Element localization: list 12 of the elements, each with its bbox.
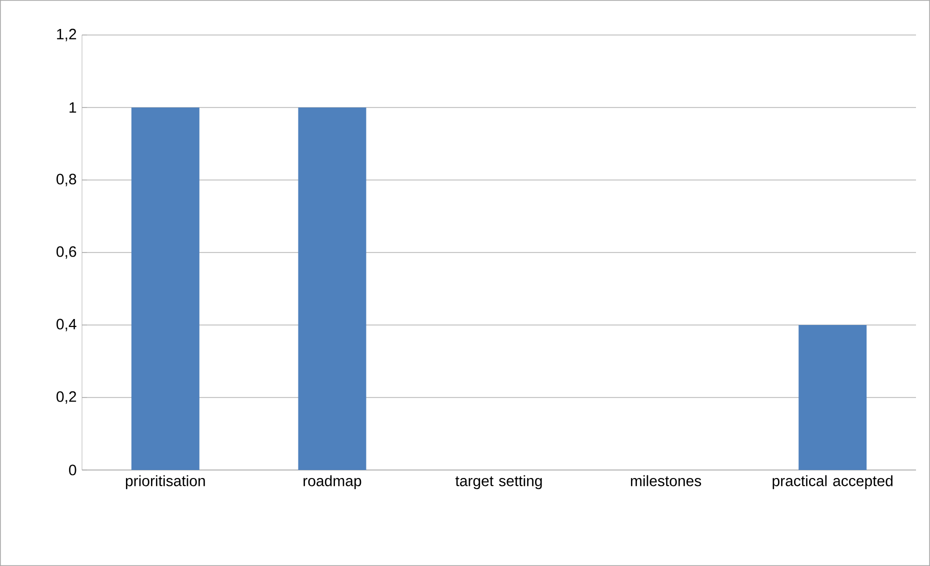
x-tick-label: target setting	[455, 475, 542, 490]
y-tick-label: 0,6	[56, 246, 76, 259]
x-tick-label: milestones	[630, 475, 702, 486]
y-tick-label: 0,2	[56, 391, 76, 404]
y-tick-label: 1	[70, 102, 76, 113]
y-tick-label: 0,8	[56, 174, 76, 186]
y-tick-label: 1,2	[57, 28, 76, 42]
x-tick-label: prioritisation	[126, 475, 205, 490]
y-tick-label: 0,4	[56, 318, 76, 332]
y-tick-label: 0	[69, 464, 76, 476]
x-tick-label: practical accepted	[772, 475, 892, 490]
x-tick-label: roadmap	[304, 475, 362, 490]
